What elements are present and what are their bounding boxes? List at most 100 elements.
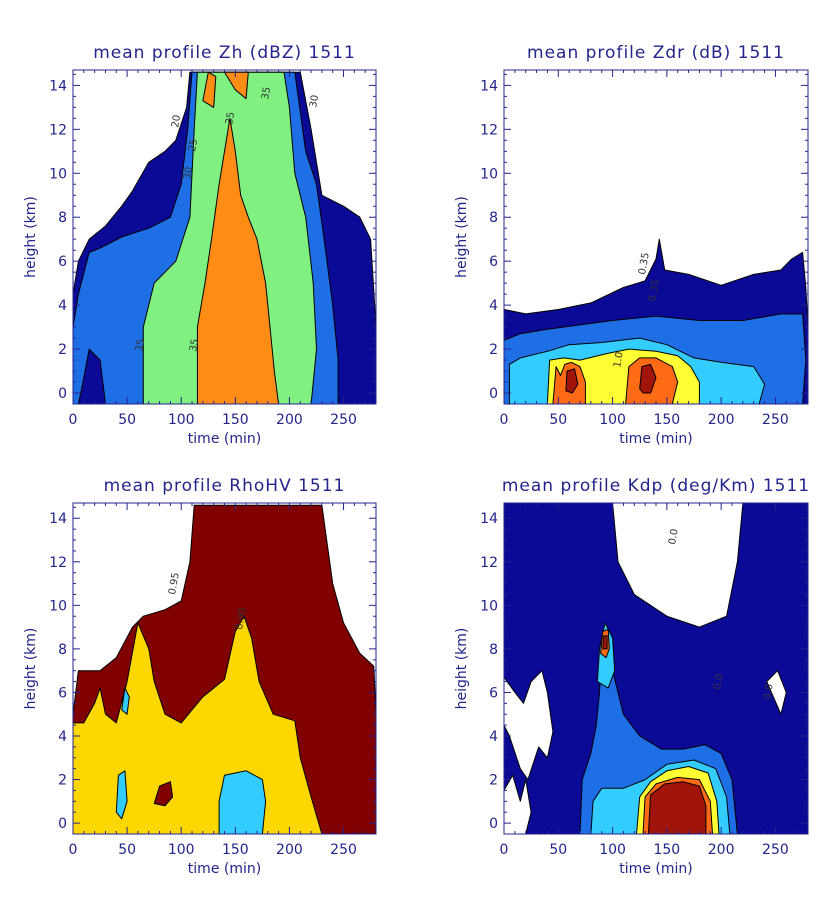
chart-title: mean profile Zh (dBZ) 1511 [93, 43, 356, 63]
x-tick-label: 150 [222, 412, 249, 428]
contour-label: 0.35 [647, 279, 662, 303]
y-tick-label: 6 [58, 254, 67, 270]
y-tick-label: 0 [58, 386, 67, 402]
chart-panel-4: 0.0 0.0 0.0 0 50 100 150 200 250 0 2 4 6 8 10 12 14mean … [454, 476, 810, 877]
x-tick-label: 100 [599, 842, 626, 858]
y-tick-label: 6 [489, 254, 498, 270]
contour-label: 0.0 [712, 673, 726, 691]
x-axis-label: time (min) [619, 861, 692, 877]
contour-fills [504, 238, 808, 404]
y-tick-label: 0 [489, 816, 498, 832]
y-tick-label: 0 [58, 816, 67, 832]
y-tick-label: 14 [49, 78, 67, 94]
contour-level-2 [612, 503, 744, 628]
contour-level-3 [218, 770, 267, 834]
contour-label: 35 [224, 111, 237, 125]
y-tick-label: 8 [58, 210, 67, 226]
contour-level-6 [153, 781, 174, 807]
x-tick-label: 250 [762, 842, 789, 858]
y-tick-label: 6 [489, 685, 498, 701]
contour-label: 35 [134, 338, 147, 352]
contour-label: 35 [260, 86, 273, 100]
y-tick-label: 4 [489, 298, 498, 314]
x-tick-label: 50 [549, 842, 567, 858]
contour-level-3 [504, 670, 554, 781]
contour-level-6 [224, 71, 249, 100]
contour-level-4 [196, 117, 280, 404]
contour-label: 25 [187, 138, 200, 152]
x-tick-label: 100 [599, 412, 626, 428]
x-tick-label: 0 [69, 842, 78, 858]
y-axis-label: height (km) [23, 196, 39, 278]
contour-level-8 [565, 368, 579, 394]
y-tick-label: 10 [49, 166, 67, 182]
x-tick-label: 0 [500, 842, 509, 858]
x-tick-label: 100 [168, 842, 195, 858]
contour-level-4 [115, 770, 128, 820]
y-tick-label: 2 [489, 773, 498, 789]
contour-label: 0.0 [762, 683, 776, 701]
contour-level-5 [121, 687, 130, 715]
x-tick-label: 250 [330, 412, 357, 428]
y-tick-label: 4 [489, 729, 498, 745]
contour-level-5 [202, 71, 217, 108]
x-tick-label: 150 [653, 412, 680, 428]
contour-level-5 [766, 670, 787, 715]
x-tick-label: 200 [276, 412, 303, 428]
contour-label: 30 [182, 166, 195, 180]
x-tick-label: 50 [549, 412, 567, 428]
contour-label: 1.0 [612, 351, 626, 369]
contour-label: 35 [188, 338, 201, 352]
contour-label: 0.95 [167, 572, 182, 596]
x-tick-label: 250 [330, 842, 357, 858]
contour-level-4 [504, 774, 532, 834]
y-tick-label: 14 [480, 511, 498, 527]
y-tick-label: 10 [480, 166, 498, 182]
y-tick-label: 4 [58, 729, 67, 745]
chart-panel-3: 0.95 0.90 0 50 100 150 200 250 0 2 4 6 8 10 12 14 mean p… [23, 476, 377, 877]
x-axis-label: time (min) [188, 861, 261, 877]
x-tick-label: 250 [762, 412, 789, 428]
x-tick-label: 150 [653, 842, 680, 858]
contour-level-13 [602, 635, 608, 650]
contour-label: 0.0 [667, 528, 681, 546]
x-tick-label: 150 [222, 842, 249, 858]
contour-label: 0.90 [234, 607, 249, 631]
y-tick-label: 10 [49, 598, 67, 614]
x-tick-label: 200 [276, 842, 303, 858]
y-tick-label: 8 [58, 642, 67, 658]
y-tick-label: 8 [489, 642, 498, 658]
contour-label: 0.35 [637, 252, 652, 276]
y-tick-label: 2 [58, 342, 67, 358]
chart-panel-2: 0.35 0.35 1.0 0 50 100 150 200 250 0 2 4 6 8 10 12 14 mea… [454, 43, 809, 447]
contour-label: 30 [308, 94, 321, 108]
y-tick-label: 2 [58, 773, 67, 789]
y-axis-label: height (km) [454, 628, 470, 710]
y-tick-label: 14 [49, 511, 67, 527]
contour-fills [504, 503, 808, 834]
y-tick-label: 14 [480, 78, 498, 94]
x-tick-label: 50 [118, 842, 136, 858]
contour-label: 20 [170, 114, 183, 128]
y-tick-label: 12 [49, 555, 67, 571]
chart-title: mean profile RhoHV 1511 [104, 476, 346, 496]
y-tick-label: 8 [489, 210, 498, 226]
y-axis-label: height (km) [454, 196, 470, 278]
x-tick-label: 200 [708, 842, 735, 858]
chart-panel-1: 20 25 30 35 35 30 35 35 0 50 100 150 200 250 0 2 4 6 8 10 12… [23, 43, 377, 447]
y-tick-label: 12 [480, 122, 498, 138]
contour-level-10 [647, 781, 707, 834]
contour-level-7 [639, 363, 657, 394]
y-tick-label: 2 [489, 342, 498, 358]
contour-fills [73, 504, 376, 834]
contour-fills [73, 71, 376, 404]
chart-title: mean profile Kdp (deg/Km) 1511 [502, 476, 810, 496]
y-tick-label: 4 [58, 298, 67, 314]
y-tick-label: 6 [58, 685, 67, 701]
x-tick-label: 100 [168, 412, 195, 428]
x-tick-label: 0 [69, 412, 78, 428]
y-tick-label: 12 [49, 122, 67, 138]
x-tick-label: 200 [708, 412, 735, 428]
y-axis-label: height (km) [23, 628, 39, 710]
